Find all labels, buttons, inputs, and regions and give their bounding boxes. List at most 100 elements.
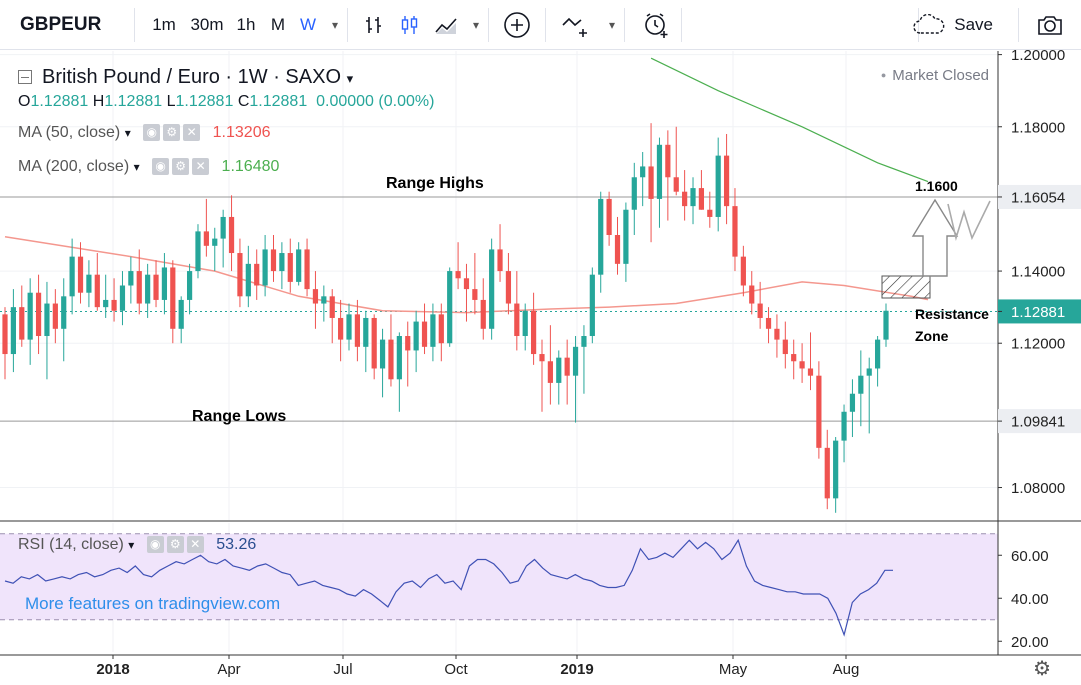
candle-body (489, 249, 495, 329)
candle-body (640, 166, 646, 178)
add-indicator-icon[interactable] (489, 0, 545, 50)
candle-body (195, 231, 201, 272)
interval-1m[interactable]: 1m (152, 14, 176, 34)
candle-body (111, 299, 117, 311)
compare-icon[interactable] (552, 0, 600, 50)
candle-body (237, 253, 243, 297)
candle-body (866, 368, 872, 376)
candle-body (623, 209, 629, 264)
candle-body (321, 296, 327, 304)
level-price-tag (998, 409, 1081, 434)
candle-body (430, 314, 436, 347)
price-tick-label: 1.12881 (1011, 304, 1065, 321)
ma200-chevron-down-icon[interactable]: ▾ (133, 160, 140, 174)
candle-body (598, 198, 604, 275)
candle-body (648, 166, 654, 199)
candle-body (128, 271, 134, 286)
candle-body (10, 307, 16, 355)
tradingview-watermark[interactable]: More features on tradingview.com (25, 594, 281, 613)
camera-icon[interactable] (1033, 8, 1067, 42)
ma50-chevron-down-icon[interactable]: ▾ (124, 126, 131, 140)
candle-body (791, 354, 797, 362)
candle-body (44, 303, 50, 337)
candle-body (170, 267, 176, 329)
ma200-value: 1.16480 (221, 158, 280, 175)
settings-gear-icon[interactable]: ⚙ (163, 124, 181, 142)
candle-body (304, 249, 310, 290)
candle-body (119, 285, 126, 311)
toolbar-divider (918, 7, 919, 42)
bar-chart-icon[interactable] (356, 0, 392, 50)
symbol-search[interactable]: GBPEUR (20, 13, 102, 35)
drawings (881, 198, 991, 299)
candle-body (572, 346, 579, 376)
candle-body (740, 256, 746, 286)
candle-body (807, 368, 814, 376)
time-tick-label: Jul (333, 661, 352, 678)
candle-body (757, 303, 763, 318)
candle-body (816, 375, 822, 448)
candle-body (245, 263, 251, 297)
compare-chevron-down-icon[interactable]: ▾ (608, 17, 616, 32)
remove-x-icon[interactable]: ✕ (186, 536, 204, 554)
range-lows-label: Range Lows (192, 408, 287, 425)
settings-gear-icon[interactable]: ⚙ (172, 158, 190, 176)
w-pattern-drawing (947, 200, 991, 242)
candle-body (396, 336, 402, 380)
candle-body (564, 357, 570, 376)
interval-M[interactable]: M (270, 14, 286, 34)
legend-chevron-down-icon[interactable]: ▾ (346, 71, 354, 86)
ma50-label[interactable]: MA (50, close) (18, 124, 121, 141)
interval-1h[interactable]: 1h (236, 14, 256, 34)
legend-title[interactable]: British Pound / Euro · 1W · SAXO (42, 66, 341, 88)
settings-gear-icon[interactable]: ⚙ (166, 536, 184, 554)
remove-x-icon[interactable]: ✕ (183, 124, 201, 142)
candle-body (136, 271, 142, 304)
cloud-icon (913, 14, 945, 34)
candle-body (220, 216, 226, 239)
candle-body (707, 209, 713, 217)
candle-body (799, 361, 805, 369)
scale-settings-gear-icon[interactable]: ⚙ (1033, 658, 1051, 680)
candle-body (421, 321, 428, 347)
candle-body (631, 177, 637, 210)
candle-body (186, 271, 193, 300)
candle-body (346, 314, 352, 340)
ohlc-low: 1.12881 (175, 93, 234, 110)
candle-body (178, 299, 184, 329)
rsi-label[interactable]: RSI (14, close) (18, 536, 124, 553)
candles-icon[interactable] (392, 0, 428, 50)
eye-icon[interactable]: ◉ (152, 158, 170, 176)
rsi-chevron-down-icon[interactable]: ▾ (128, 538, 135, 552)
candle-body (824, 447, 830, 499)
interval-W[interactable]: W (299, 14, 317, 34)
candle-body (371, 317, 377, 369)
eye-icon[interactable]: ◉ (143, 124, 161, 142)
collapse-icon[interactable] (18, 70, 32, 84)
candle-body (765, 317, 772, 329)
toolbar-divider (545, 7, 546, 42)
price-tick-label: 1.14000 (1011, 264, 1065, 281)
candle-body (413, 321, 419, 351)
candle-body (505, 271, 512, 304)
alert-clock-icon[interactable] (631, 0, 681, 50)
candle-body (262, 249, 268, 286)
save-button[interactable]: Save (912, 0, 993, 50)
area-chart-icon[interactable] (428, 0, 464, 50)
price-tick-label: 1.08000 (1011, 480, 1065, 497)
chart-type-chevron-down-icon[interactable]: ▾ (472, 17, 480, 32)
time-tick-label: May (719, 661, 748, 678)
candle-body (497, 249, 503, 272)
candle-body (522, 310, 528, 337)
interval-chevron-down-icon[interactable]: ▾ (331, 17, 339, 32)
range-highs-label: Range Highs (386, 175, 484, 192)
ma50-polyline (4, 236, 929, 314)
interval-30m[interactable]: 30m (190, 14, 224, 34)
eye-icon[interactable]: ◉ (146, 536, 164, 554)
candle-body (858, 375, 864, 394)
candle-body (732, 206, 738, 257)
remove-x-icon[interactable]: ✕ (192, 158, 210, 176)
ma200-label[interactable]: MA (200, close) (18, 158, 130, 175)
candle-body (530, 310, 537, 355)
